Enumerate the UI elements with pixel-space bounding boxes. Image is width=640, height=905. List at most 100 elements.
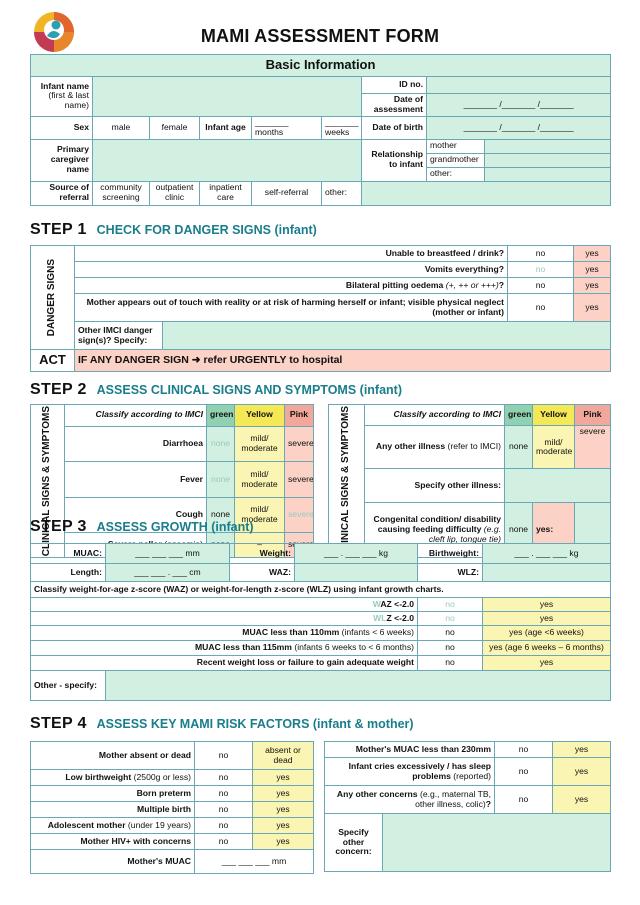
q2-no-option[interactable]: no	[507, 261, 574, 278]
preterm-no-option[interactable]: no	[194, 785, 253, 802]
diarrhoea-none-option[interactable]: none	[206, 425, 235, 463]
fever-severe-option[interactable]: severe	[284, 461, 314, 498]
infant-name-field[interactable]	[92, 76, 362, 117]
cries-yes-option[interactable]: yes	[552, 757, 611, 786]
clinical-signs-side-label-2: CLINICAL SIGNS & SYMPTOMS	[328, 403, 365, 559]
id-field[interactable]	[425, 76, 612, 94]
q1-no-option[interactable]: no	[507, 245, 574, 262]
specify-concern-field[interactable]	[382, 813, 611, 872]
waz-field[interactable]	[294, 563, 418, 582]
act-label: ACT	[30, 349, 75, 372]
sex-male-option[interactable]: male	[92, 115, 150, 140]
basic-info-table: Basic Information Infant name (first & la…	[29, 54, 612, 206]
relationship-grandmother-option[interactable]: grandmother	[426, 152, 485, 168]
q3-yes-option[interactable]: yes	[573, 277, 611, 294]
source-other-field[interactable]	[360, 180, 612, 206]
other-illness-none-option[interactable]: none	[504, 425, 533, 470]
muac115-row-label: MUAC less than 115mm (infants 6 weeks to…	[30, 640, 418, 656]
green-header-2: green	[504, 403, 533, 427]
weight-loss-yes-option[interactable]: yes	[482, 655, 611, 671]
waz-yes-option[interactable]: yes	[482, 597, 611, 612]
relationship-mother-field[interactable]	[483, 138, 612, 154]
mother-absent-yes-option[interactable]: absent or dead	[252, 741, 314, 770]
yellow-header: Yellow	[234, 404, 285, 427]
concerns-yes-option[interactable]: yes	[552, 785, 611, 814]
waz-no-option[interactable]: no	[417, 597, 483, 612]
lbw-no-option[interactable]: no	[194, 769, 253, 786]
muac115-yes-option[interactable]: yes (age 6 weeks – 6 months)	[482, 640, 611, 656]
lbw-yes-option[interactable]: yes	[252, 769, 314, 786]
id-label: ID no.	[361, 76, 427, 94]
adolescent-no-option[interactable]: no	[194, 817, 253, 834]
dob-label: Date of birth	[361, 115, 427, 140]
muac230-no-option[interactable]: no	[494, 741, 553, 758]
q4-yes-option[interactable]: yes	[573, 293, 611, 322]
muac110-yes-option[interactable]: yes (age <6 weeks)	[482, 625, 611, 641]
muac230-yes-option[interactable]: yes	[552, 741, 611, 758]
muac115-no-option[interactable]: no	[417, 640, 483, 656]
other-illness-severe-option[interactable]: severe	[574, 425, 611, 470]
fever-mild-option[interactable]: mild/ moderate	[234, 461, 285, 498]
fever-none-option[interactable]: none	[206, 461, 235, 498]
length-field[interactable]: ___ ___ . ___ cm	[105, 563, 230, 582]
source-other-option[interactable]: other:	[321, 180, 362, 206]
mother-absent-no-option[interactable]: no	[194, 741, 253, 770]
q1-yes-option[interactable]: yes	[573, 245, 611, 262]
source-community-option[interactable]: community screening	[92, 180, 150, 206]
q3-no-option[interactable]: no	[507, 277, 574, 294]
multiple-no-option[interactable]: no	[194, 801, 253, 818]
step4-right-table: Mother's MUAC less than 230mm no yes Inf…	[324, 741, 611, 872]
cries-no-option[interactable]: no	[494, 757, 553, 786]
hiv-yes-option[interactable]: yes	[252, 833, 314, 850]
relationship-other-field[interactable]	[483, 166, 612, 182]
other-imci-field[interactable]	[162, 321, 611, 350]
weight-loss-no-option[interactable]: no	[417, 655, 483, 671]
diarrhoea-mild-option[interactable]: mild/ moderate	[234, 425, 285, 463]
age-weeks-field[interactable]: _______ weeks	[321, 115, 362, 140]
hiv-no-option[interactable]: no	[194, 833, 253, 850]
classify-imci-label: Classify according to IMCI	[64, 404, 207, 427]
relationship-other-option[interactable]: other:	[426, 166, 485, 182]
relationship-mother-option[interactable]: mother	[426, 138, 485, 154]
wlz-row-label: WLZ <-2.0	[30, 611, 418, 626]
diarrhoea-severe-option[interactable]: severe	[284, 425, 314, 463]
preterm-yes-option[interactable]: yes	[252, 785, 314, 802]
waz-row-label: WAZ <-2.0	[30, 597, 418, 612]
wlz-field[interactable]	[482, 563, 611, 582]
mother-muac-field[interactable]: ___ ___ ___ mm	[194, 849, 314, 874]
specify-concern-label: Specify other concern:	[324, 813, 383, 872]
concerns-no-option[interactable]: no	[494, 785, 553, 814]
weight-field[interactable]: ___ . ___ ___ kg	[294, 543, 418, 564]
muac110-no-option[interactable]: no	[417, 625, 483, 641]
adolescent-yes-option[interactable]: yes	[252, 817, 314, 834]
q4-no-option[interactable]: no	[507, 293, 574, 322]
source-inpatient-option[interactable]: inpatient care	[199, 180, 252, 206]
date-assess-field[interactable]: _______ /_______ /_______	[425, 93, 612, 117]
cough-none-option[interactable]: none	[206, 496, 235, 534]
muac-field[interactable]: ___ ___ ___ mm	[105, 543, 230, 564]
other-specify-field[interactable]	[105, 670, 611, 701]
sex-female-option[interactable]: female	[149, 115, 200, 140]
relationship-label: Relationship to infant	[361, 138, 427, 182]
specify-other-illness-field[interactable]	[504, 468, 611, 504]
wlz-no-option[interactable]: no	[417, 611, 483, 626]
dob-field[interactable]: _______ /_______ /_______	[425, 115, 612, 140]
sex-label: Sex	[30, 115, 93, 140]
other-illness-mild-option[interactable]: mild/ moderate	[532, 425, 575, 470]
page-title: MAMI ASSESSMENT FORM	[200, 26, 440, 46]
source-self-option[interactable]: self-referral	[251, 180, 322, 206]
cough-mild-option[interactable]: mild/ moderate	[234, 496, 285, 534]
multiple-yes-option[interactable]: yes	[252, 801, 314, 818]
infant-name-label: Infant name	[40, 80, 89, 91]
source-label: Source of referral	[30, 180, 93, 206]
birthweight-field[interactable]: ___ . ___ ___ kg	[482, 543, 611, 564]
source-outpatient-option[interactable]: outpatient clinic	[149, 180, 200, 206]
cough-severe-option[interactable]: severe	[284, 496, 314, 534]
caregiver-field[interactable]	[92, 138, 362, 182]
step4-left-table: Mother absent or dead no absent or dead …	[30, 741, 314, 874]
relationship-grandmother-field[interactable]	[483, 152, 612, 168]
lbw-label: Low birthweight (2500g or less)	[30, 769, 195, 786]
age-months-field[interactable]: _______ months	[251, 115, 322, 140]
q2-yes-option[interactable]: yes	[573, 261, 611, 278]
wlz-yes-option[interactable]: yes	[482, 611, 611, 626]
